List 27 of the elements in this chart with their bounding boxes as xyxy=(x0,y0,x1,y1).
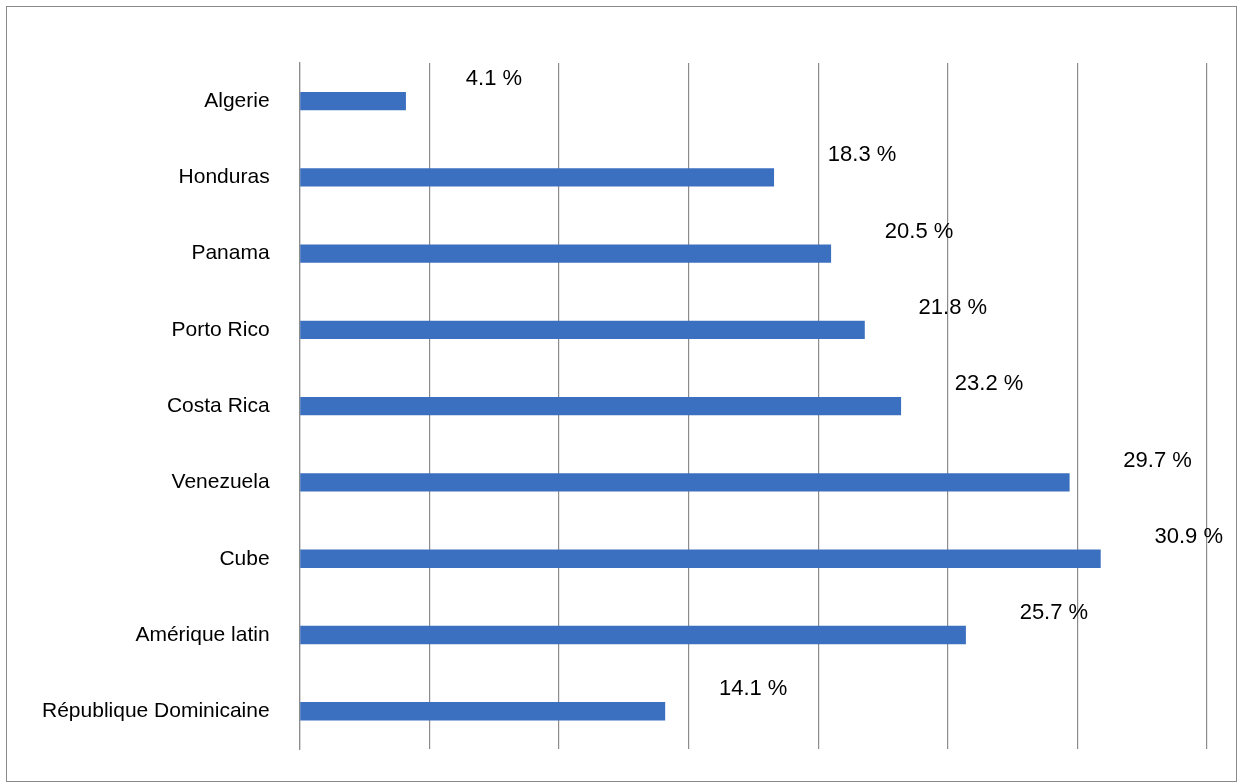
data-label: 23.2 % xyxy=(954,370,1024,396)
data-label: 14.1 % xyxy=(718,675,788,701)
y-tick-label: Algerie xyxy=(204,87,270,111)
y-tick-label: Venezuela xyxy=(171,469,270,493)
y-tick-label: Amérique latin xyxy=(135,621,270,645)
bar xyxy=(300,168,775,187)
bar xyxy=(300,473,1070,492)
bar xyxy=(300,244,832,263)
bar xyxy=(300,702,666,721)
bar xyxy=(300,320,865,340)
bar xyxy=(300,397,902,416)
data-label: 29.7 % xyxy=(1123,446,1192,472)
y-tick-label: République Dominicaine xyxy=(42,698,270,722)
y-tick-label: Honduras xyxy=(178,164,270,188)
bar xyxy=(300,625,966,645)
bar xyxy=(300,91,406,111)
data-label: 21.8 % xyxy=(918,294,988,319)
bar xyxy=(300,549,1101,568)
data-label: 18.3 % xyxy=(827,141,897,167)
y-tick-label: Cube xyxy=(219,545,270,569)
data-label: 4.1 % xyxy=(465,65,523,91)
data-label: 25.7 % xyxy=(1019,599,1089,625)
data-label: 20.5 % xyxy=(884,217,954,243)
y-tick-label: Costa Rica xyxy=(166,393,270,416)
y-tick-label: Panama xyxy=(191,240,270,264)
y-tick-label: Porto Rico xyxy=(171,316,270,340)
data-label: 30.9 % xyxy=(1154,522,1223,548)
